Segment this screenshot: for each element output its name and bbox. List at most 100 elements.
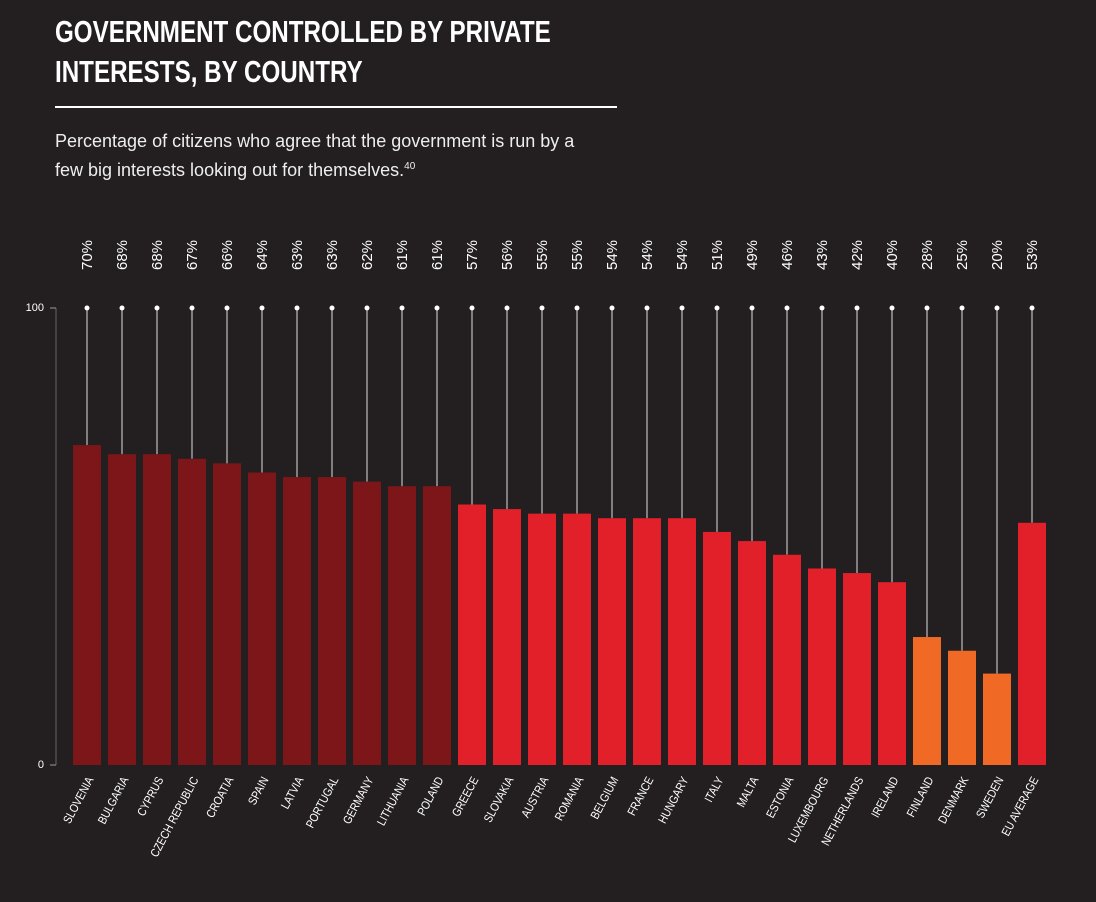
- bar: [213, 463, 241, 765]
- bar: [913, 637, 941, 765]
- value-label: 68%: [114, 240, 131, 270]
- bar: [1018, 522, 1046, 765]
- value-label: 61%: [429, 240, 446, 270]
- value-label: 46%: [779, 240, 796, 270]
- leader-dot: [259, 305, 265, 311]
- x-tick-label: BULGARIA: [96, 774, 132, 826]
- value-label: 67%: [184, 240, 201, 270]
- x-tick-label: SPAIN: [246, 775, 271, 807]
- bar: [983, 673, 1011, 765]
- bar: [108, 454, 136, 765]
- value-label: 43%: [814, 240, 831, 270]
- x-tick-label: FRANCE: [626, 775, 657, 818]
- x-tick-label: IRELAND: [869, 775, 901, 820]
- value-label: 64%: [254, 240, 271, 270]
- value-label: 28%: [919, 240, 936, 270]
- bar: [353, 481, 381, 765]
- x-tick-label: POLAND: [416, 775, 447, 818]
- bar: [633, 518, 661, 765]
- x-tick-label: LATVIA: [279, 774, 307, 811]
- value-label: 70%: [79, 240, 96, 270]
- leader-dot: [994, 305, 1000, 311]
- x-tick-label: ESTONIA: [764, 774, 797, 820]
- bar: [738, 541, 766, 765]
- value-label: 51%: [709, 240, 726, 270]
- leader-dot: [539, 305, 545, 311]
- leader-dot: [504, 305, 510, 311]
- bar: [458, 504, 486, 765]
- leader-dot: [679, 305, 685, 311]
- leader-dot: [959, 305, 965, 311]
- bar: [318, 477, 346, 765]
- x-tick-label: SLOVAKIA: [482, 774, 517, 824]
- value-label: 63%: [324, 240, 341, 270]
- bar: [388, 486, 416, 765]
- leader-dot: [889, 305, 895, 311]
- x-tick-label: LITHUANIA: [375, 774, 412, 828]
- x-tick-label: DENMARK: [936, 774, 972, 826]
- value-label: 49%: [744, 240, 761, 270]
- leader-dot: [714, 305, 720, 311]
- value-label: 62%: [359, 240, 376, 270]
- value-label: 54%: [604, 240, 621, 270]
- value-label: 68%: [149, 240, 166, 270]
- bar: [773, 554, 801, 765]
- leader-dot: [749, 305, 755, 311]
- bar: [528, 513, 556, 765]
- x-tick-label: BELGIUM: [589, 775, 622, 822]
- x-tick-label: SLOVENIA: [61, 774, 97, 826]
- value-label: 25%: [954, 240, 971, 270]
- leader-dot: [84, 305, 90, 311]
- x-tick-label: MALTA: [735, 774, 762, 809]
- bar: [283, 477, 311, 765]
- x-tick-label: SWEDEN: [974, 775, 1006, 821]
- bar: [668, 518, 696, 765]
- leader-dot: [819, 305, 825, 311]
- bar: [948, 650, 976, 765]
- value-label: 63%: [289, 240, 306, 270]
- value-label: 54%: [674, 240, 691, 270]
- x-tick-label: HUNGARY: [656, 774, 692, 825]
- subtitle-text: Percentage of citizens who agree that th…: [55, 131, 575, 180]
- bar: [843, 573, 871, 765]
- leader-dot: [329, 305, 335, 311]
- bar: [563, 513, 591, 765]
- value-label: 55%: [569, 240, 586, 270]
- value-label: 54%: [639, 240, 656, 270]
- leader-dot: [1029, 305, 1035, 311]
- bar: [248, 472, 276, 765]
- bar: [493, 509, 521, 765]
- value-label: 20%: [989, 240, 1006, 270]
- x-tick-label: CROATIA: [204, 774, 237, 820]
- x-tick-label: FINLAND: [905, 775, 937, 820]
- leader-dot: [854, 305, 860, 311]
- x-tick-label: GREECE: [450, 775, 482, 819]
- bar: [703, 531, 731, 765]
- leader-dot: [119, 305, 125, 311]
- x-tick-label: GERMANY: [341, 774, 377, 826]
- leader-dot: [399, 305, 405, 311]
- value-label: 66%: [219, 240, 236, 270]
- x-tick-label: ROMANIA: [553, 774, 587, 823]
- x-tick-label: PORTUGAL: [304, 775, 342, 830]
- value-label: 61%: [394, 240, 411, 270]
- bar: [73, 445, 101, 765]
- x-tick-label: CYPRUS: [135, 775, 166, 819]
- x-tick-label: ITALY: [703, 774, 727, 804]
- leader-dot: [609, 305, 615, 311]
- chart-title: GOVERNMENT CONTROLLED BY PRIVATE INTERES…: [55, 14, 551, 89]
- value-label: 42%: [849, 240, 866, 270]
- chart-subtitle: Percentage of citizens who agree that th…: [55, 129, 595, 183]
- bar: [808, 568, 836, 765]
- leader-dot: [469, 305, 475, 311]
- value-label: 40%: [884, 240, 901, 270]
- leader-dot: [154, 305, 160, 311]
- bar: [178, 458, 206, 765]
- leader-dot: [924, 305, 930, 311]
- value-label: 55%: [534, 240, 551, 270]
- value-label: 56%: [499, 240, 516, 270]
- bar: [423, 486, 451, 765]
- value-label: 57%: [464, 240, 481, 270]
